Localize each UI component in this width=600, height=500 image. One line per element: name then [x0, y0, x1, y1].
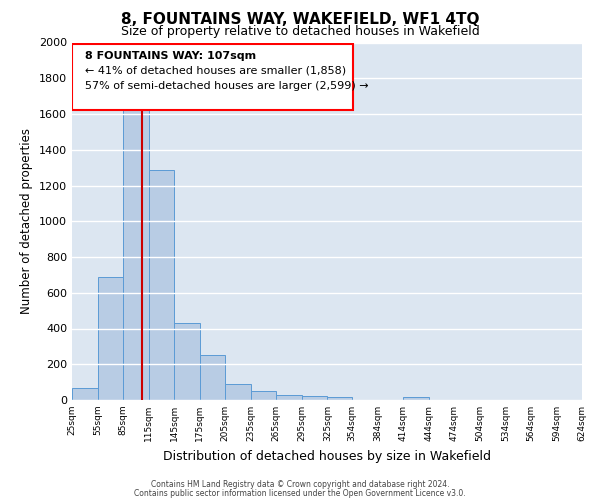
Bar	[174, 323, 200, 400]
Text: ← 41% of detached houses are smaller (1,858): ← 41% of detached houses are smaller (1,…	[85, 66, 346, 76]
Bar	[200, 356, 225, 400]
Bar	[251, 391, 277, 400]
Text: Size of property relative to detached houses in Wakefield: Size of property relative to detached ho…	[121, 25, 479, 38]
Text: 8, FOUNTAINS WAY, WAKEFIELD, WF1 4TQ: 8, FOUNTAINS WAY, WAKEFIELD, WF1 4TQ	[121, 12, 479, 28]
Bar	[225, 384, 251, 400]
Bar	[403, 398, 429, 400]
Bar	[149, 170, 174, 400]
X-axis label: Distribution of detached houses by size in Wakefield: Distribution of detached houses by size …	[163, 450, 491, 462]
Text: Contains public sector information licensed under the Open Government Licence v3: Contains public sector information licen…	[134, 488, 466, 498]
Bar	[123, 108, 149, 400]
FancyBboxPatch shape	[72, 44, 353, 110]
Text: Contains HM Land Registry data © Crown copyright and database right 2024.: Contains HM Land Registry data © Crown c…	[151, 480, 449, 489]
Bar	[328, 398, 352, 400]
Text: 57% of semi-detached houses are larger (2,599) →: 57% of semi-detached houses are larger (…	[85, 81, 368, 91]
Y-axis label: Number of detached properties: Number of detached properties	[20, 128, 34, 314]
Text: 8 FOUNTAINS WAY: 107sqm: 8 FOUNTAINS WAY: 107sqm	[85, 52, 256, 62]
Bar	[277, 394, 302, 400]
Bar	[98, 276, 123, 400]
Bar	[302, 396, 328, 400]
Bar	[72, 388, 98, 400]
